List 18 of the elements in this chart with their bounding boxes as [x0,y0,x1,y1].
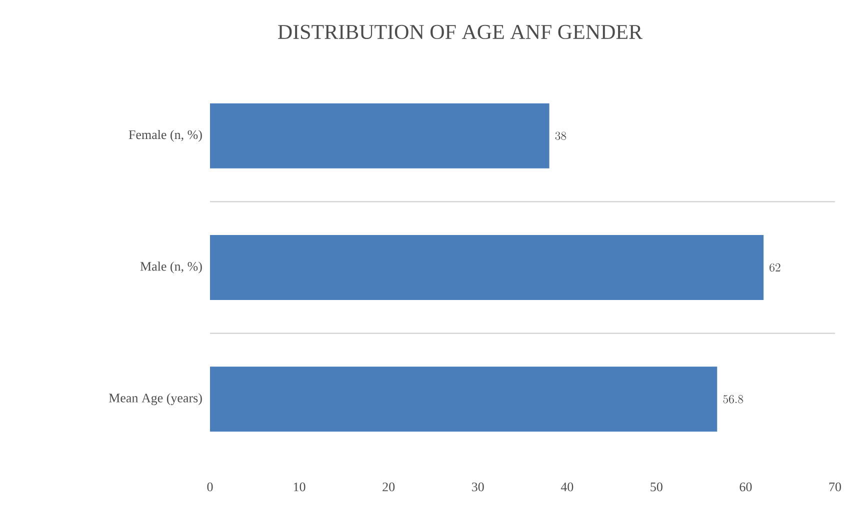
bar [210,103,550,168]
y-tick-label: Female (n, %) [128,130,202,142]
x-tick-label: 20 [382,482,395,492]
data-label: 62 [770,263,780,272]
x-tick-label: 0 [207,482,213,492]
bar [210,234,764,300]
y-tick-label: Male (n, %) [140,262,202,274]
x-tick-label: 60 [740,482,752,492]
x-tick-label: 70 [829,482,842,492]
data-label: 56.8 [723,395,744,404]
y-tick-label: Mean Age (years) [109,393,202,406]
data-label: 38 [555,132,566,140]
chart-title: DISTRIBUTION OF AGE ANF GENDER [278,24,643,40]
bar [210,366,718,432]
x-tick-label: 50 [650,482,662,492]
x-tick-label: 40 [560,482,574,492]
x-tick-label: 30 [472,482,484,492]
x-tick-label: 10 [294,482,306,492]
